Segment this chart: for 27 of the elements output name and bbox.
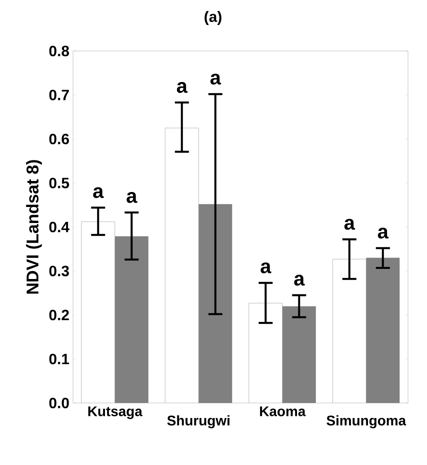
x-tick-label: Simungoma: [326, 415, 406, 428]
annotation: a: [294, 274, 305, 286]
annotation: a: [260, 262, 272, 274]
x-tick-label: Shurugwi: [167, 415, 230, 428]
annotation: a: [210, 74, 222, 85]
y-tick-label: 0.2: [49, 310, 69, 320]
y-tick-label: 0.7: [49, 90, 69, 100]
x-tick-label: Kaoma: [260, 406, 306, 416]
bar: [282, 306, 316, 403]
bar: [198, 204, 232, 403]
bar: [114, 236, 148, 403]
text: 0.0: [49, 398, 69, 408]
y-axis-title: NDVI (Landsat 8): [26, 160, 42, 294]
bar: [366, 258, 400, 403]
annotation: a: [378, 228, 389, 239]
y-tick-label: 0.8: [49, 46, 70, 56]
annotation: a: [126, 192, 138, 203]
y-tick-label: 0.1: [49, 354, 70, 364]
annotation: a: [176, 82, 188, 93]
y-tick-label: 0.4: [49, 222, 70, 232]
chart-title: (a): [204, 11, 222, 25]
y-tick-label: 0.3: [49, 266, 69, 276]
annotation: a: [344, 218, 356, 230]
y-tick-label: 0.6: [49, 134, 69, 144]
x-tick-label: Kutsaga: [88, 406, 142, 420]
annotation: a: [93, 187, 104, 198]
y-tick-label: 0.5: [49, 178, 70, 188]
